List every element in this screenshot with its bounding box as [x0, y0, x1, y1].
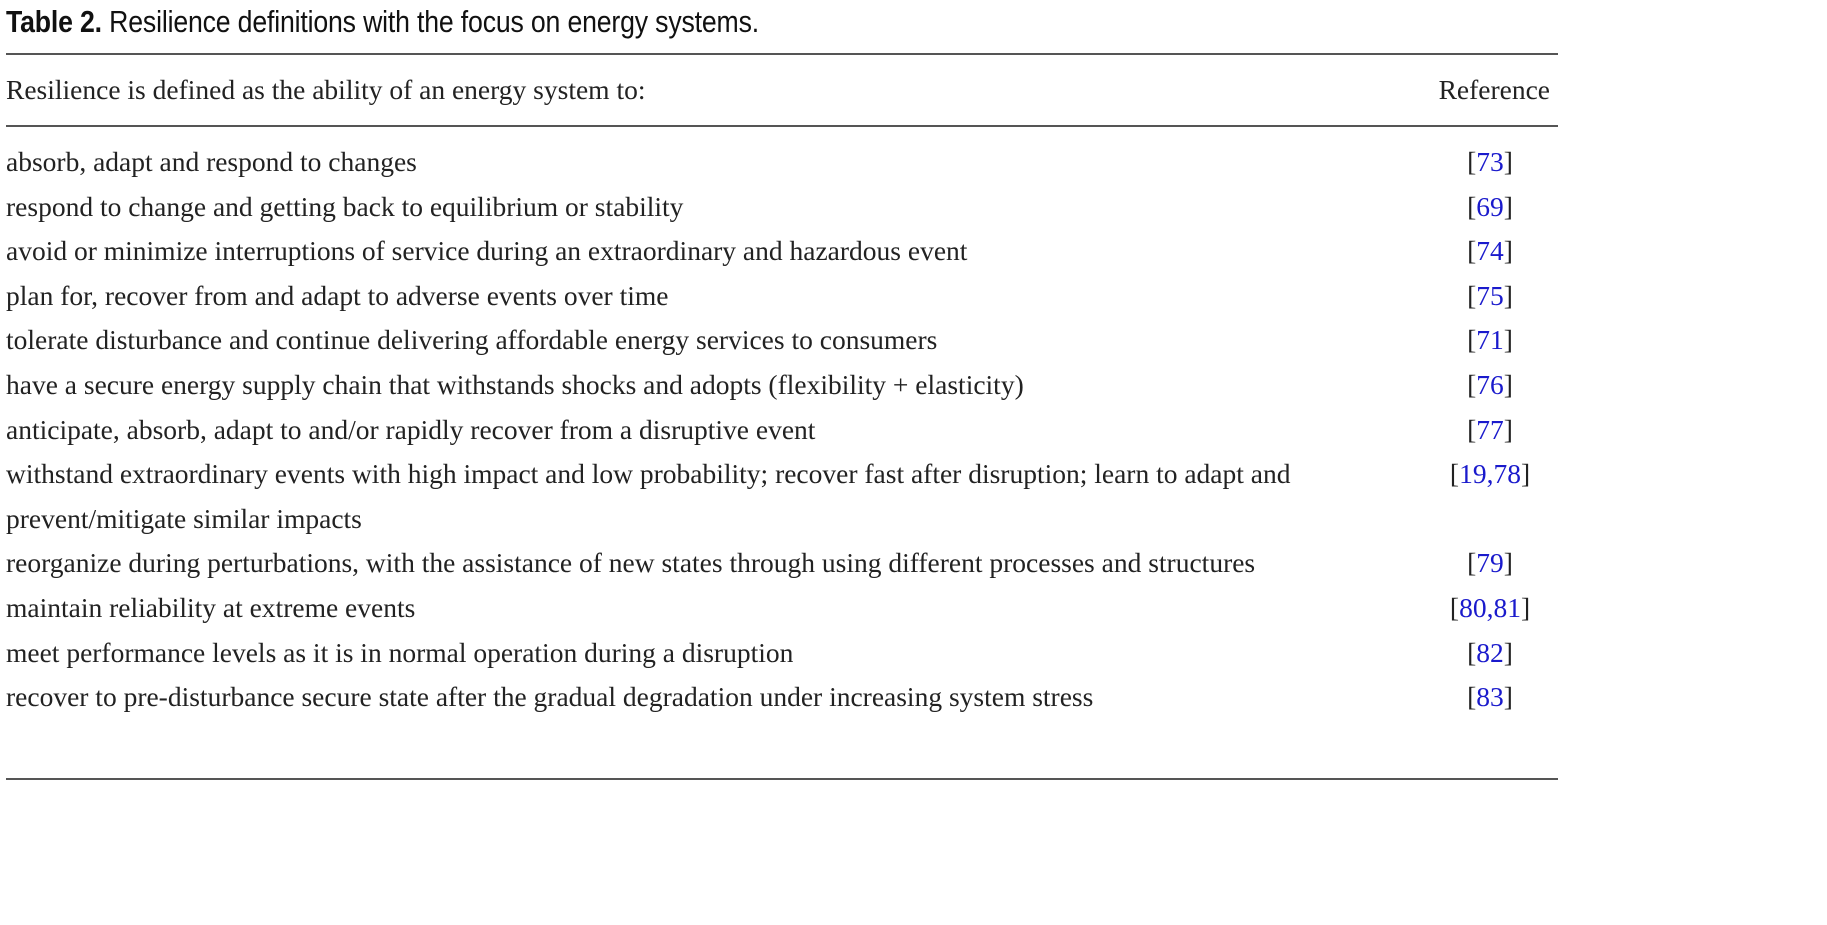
table-row: anticipate, absorb, adapt to and/or rapi…: [6, 408, 1558, 453]
table-body: absorb, adapt and respond to changes [73]…: [6, 140, 1558, 720]
row-definition: plan for, recover from and adapt to adve…: [6, 279, 669, 311]
table-caption: Table 2. Resilience definitions with the…: [6, 2, 759, 42]
table-row: meet performance levels as it is in norm…: [6, 631, 1558, 676]
table-row: withstand extraordinary events with high…: [6, 452, 1558, 541]
citation-link[interactable]: 19,78: [1459, 458, 1521, 490]
row-reference: [79]: [1467, 547, 1513, 579]
row-definition: reorganize during perturbations, with th…: [6, 547, 1256, 579]
row-reference: [76]: [1467, 368, 1513, 400]
row-definition: respond to change and getting back to eq…: [6, 190, 684, 222]
row-reference: [82]: [1467, 636, 1513, 668]
table-row: reorganize during perturbations, with th…: [6, 541, 1558, 586]
citation-link[interactable]: 80,81: [1459, 591, 1521, 623]
row-reference: [73]: [1467, 146, 1513, 177]
header-reference: Reference: [1438, 74, 1550, 105]
row-reference: [75]: [1467, 279, 1513, 311]
row-definition: have a secure energy supply chain that w…: [6, 368, 1024, 400]
row-definition: recover to pre-disturbance secure state …: [6, 681, 1094, 713]
row-reference: [74]: [1467, 235, 1513, 267]
header-definition: Resilience is defined as the ability of …: [6, 74, 646, 105]
table-row: plan for, recover from and adapt to adve…: [6, 274, 1558, 319]
table-row: respond to change and getting back to eq…: [6, 185, 1558, 230]
table-top-rule: [6, 53, 1558, 55]
citation-link[interactable]: 75: [1476, 279, 1504, 311]
citation-link[interactable]: 83: [1476, 681, 1504, 713]
row-reference: [77]: [1467, 413, 1513, 445]
row-definition: absorb, adapt and respond to changes: [6, 146, 417, 177]
row-definition: tolerate disturbance and continue delive…: [6, 324, 938, 356]
row-reference: [80,81]: [1449, 591, 1531, 623]
table-row: tolerate disturbance and continue delive…: [6, 318, 1558, 363]
row-definition: maintain reliability at extreme events: [6, 591, 416, 623]
table-row: recover to pre-disturbance secure state …: [6, 675, 1558, 720]
citation-link[interactable]: 71: [1476, 324, 1504, 356]
table-caption-text: Resilience definitions with the focus on…: [109, 4, 759, 39]
citation-link[interactable]: 82: [1476, 636, 1504, 668]
table-row: avoid or minimize interruptions of servi…: [6, 229, 1558, 274]
table-header-rule: [6, 125, 1558, 127]
table-caption-label: Table 2.: [6, 4, 102, 39]
citation-link[interactable]: 74: [1476, 235, 1504, 267]
table-row: maintain reliability at extreme events [8…: [6, 586, 1558, 631]
row-definition: meet performance levels as it is in norm…: [6, 636, 794, 668]
citation-link[interactable]: 73: [1476, 146, 1504, 177]
row-definition: withstand extraordinary events with high…: [6, 458, 1291, 534]
citation-link[interactable]: 69: [1476, 190, 1504, 222]
table-header-row: Resilience is defined as the ability of …: [6, 68, 1558, 112]
row-reference: [83]: [1467, 681, 1513, 713]
citation-link[interactable]: 76: [1476, 368, 1504, 400]
row-definition: avoid or minimize interruptions of servi…: [6, 235, 968, 267]
row-definition: anticipate, absorb, adapt to and/or rapi…: [6, 413, 816, 445]
row-reference: [71]: [1467, 324, 1513, 356]
citation-link[interactable]: 79: [1476, 547, 1504, 579]
citation-link[interactable]: 77: [1476, 413, 1504, 445]
row-reference: [69]: [1467, 190, 1513, 222]
table-row: have a secure energy supply chain that w…: [6, 363, 1558, 408]
row-reference: [19,78]: [1449, 458, 1531, 490]
table-row: absorb, adapt and respond to changes [73]: [6, 140, 1558, 185]
table-bottom-rule: [6, 778, 1558, 780]
